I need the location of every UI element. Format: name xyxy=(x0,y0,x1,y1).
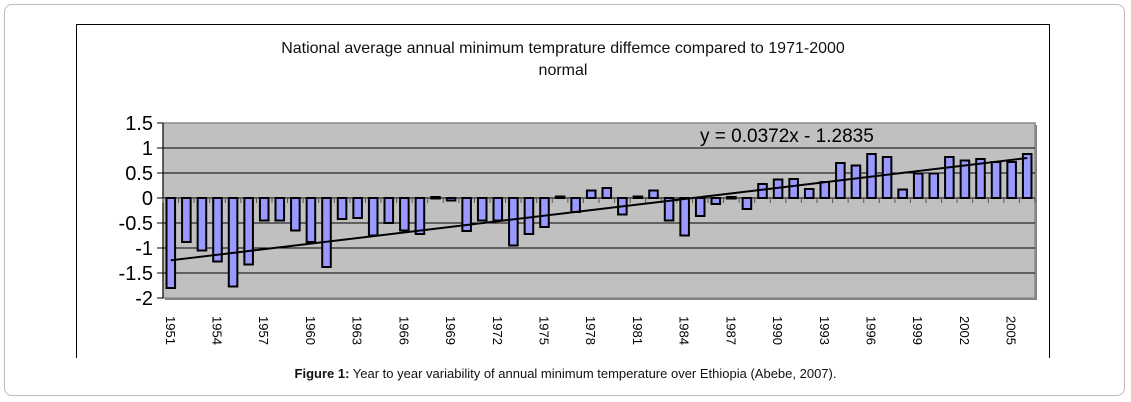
x-axis xyxy=(162,197,1036,203)
chart-title-line2: normal xyxy=(538,62,588,79)
x-tick-labels: 1951 1954 1957 1960 1963 1966 1969 1972 1975 1978… xyxy=(163,316,1019,345)
x-tick-label: 1975 xyxy=(537,316,552,345)
bar-2004 xyxy=(990,161,1002,199)
chart-title: National average annual minimum tempratu… xyxy=(76,38,1050,82)
y-tick-label: -2 xyxy=(135,288,153,310)
bar-1982 xyxy=(648,189,659,199)
bar-1995 xyxy=(850,164,862,199)
bar-1952 xyxy=(181,197,192,243)
bar-1959 xyxy=(290,197,301,232)
bar-1977 xyxy=(570,197,581,213)
bar-1965 xyxy=(383,197,395,224)
chart-title-line1: National average annual minimum tempratu… xyxy=(281,40,845,57)
bar-1985 xyxy=(694,197,706,217)
bar-1955 xyxy=(227,197,239,288)
bar-1957 xyxy=(258,197,270,222)
bar-1964 xyxy=(367,197,379,237)
bar-1975 xyxy=(539,197,550,228)
bar-2000 xyxy=(928,172,940,199)
bar-1958 xyxy=(274,197,286,222)
bar-1979 xyxy=(601,187,613,199)
bar-1967 xyxy=(414,197,426,235)
chart-frame xyxy=(76,24,1050,358)
bar-1984 xyxy=(679,197,690,237)
x-tick-label: 1993 xyxy=(817,316,832,345)
bar-1993 xyxy=(819,181,831,199)
x-tick-label: 1969 xyxy=(443,316,458,345)
bar-1966 xyxy=(399,197,410,232)
x-tick-label: 1990 xyxy=(770,316,785,345)
bar-1997 xyxy=(881,156,893,199)
x-tick-label: 1996 xyxy=(864,316,879,345)
y-tick-label: 1.5 xyxy=(125,113,153,135)
caption-label: Figure 1: xyxy=(294,366,350,381)
bar-2005 xyxy=(1006,161,1017,199)
x-tick-label: 2005 xyxy=(1004,316,1019,345)
y-tick-label: -0.5 xyxy=(119,213,153,235)
y-axis: 1.5 1 0.5 0 -0.5 -1 -1.5 -2 xyxy=(119,113,164,310)
bar-2001 xyxy=(944,156,955,199)
x-tick-label: 1978 xyxy=(583,316,598,345)
bar-1978 xyxy=(585,189,597,199)
x-tick-label: 1987 xyxy=(723,316,738,345)
bar-1954 xyxy=(212,197,223,263)
bar-1963 xyxy=(352,197,363,219)
x-tick-label: 1972 xyxy=(490,316,505,345)
bar-1992 xyxy=(803,188,815,199)
x-tick-label: 1951 xyxy=(163,316,178,345)
y-tick-label: 0 xyxy=(142,188,153,210)
trendline-equation: y = 0.0372x - 1.2835 xyxy=(700,126,874,147)
bar-1998 xyxy=(897,188,908,199)
caption-text: Year to year variability of annual minim… xyxy=(349,366,837,381)
x-tick-label: 1954 xyxy=(210,316,225,345)
trendline xyxy=(170,157,1028,262)
x-tick-label: 1966 xyxy=(396,316,411,345)
y-tick-label: 0.5 xyxy=(125,163,153,185)
bar-1962 xyxy=(336,197,348,220)
y-tick-label: -1.5 xyxy=(119,263,153,285)
bar-1953 xyxy=(196,197,208,252)
bar-1956 xyxy=(243,197,254,266)
bar-1986 xyxy=(710,197,722,205)
x-tick-label: 1999 xyxy=(910,316,925,345)
bar-1999 xyxy=(912,172,924,199)
x-tick-label: 2002 xyxy=(957,316,972,345)
bar-1960 xyxy=(305,197,317,243)
bar-1974 xyxy=(523,197,535,235)
x-tick-label: 1960 xyxy=(303,316,318,345)
x-tick-label: 1984 xyxy=(677,316,692,345)
bar-1971 xyxy=(476,197,488,222)
bar-1961 xyxy=(321,197,332,268)
bar-2006 xyxy=(1021,153,1033,199)
x-tick-label: 1981 xyxy=(630,316,645,345)
figure-caption: Figure 1: Year to year variability of an… xyxy=(0,366,1131,381)
bar-1988 xyxy=(741,197,753,210)
bar-1951 xyxy=(165,197,177,289)
bar-1991 xyxy=(788,178,799,199)
bar-1972 xyxy=(492,197,504,222)
x-tick-label: 1957 xyxy=(256,316,271,345)
y-tick-label: 1 xyxy=(142,138,153,160)
x-tick-label: 1963 xyxy=(350,316,365,345)
y-tick-label: -1 xyxy=(135,238,153,260)
bar-1973 xyxy=(508,197,519,247)
